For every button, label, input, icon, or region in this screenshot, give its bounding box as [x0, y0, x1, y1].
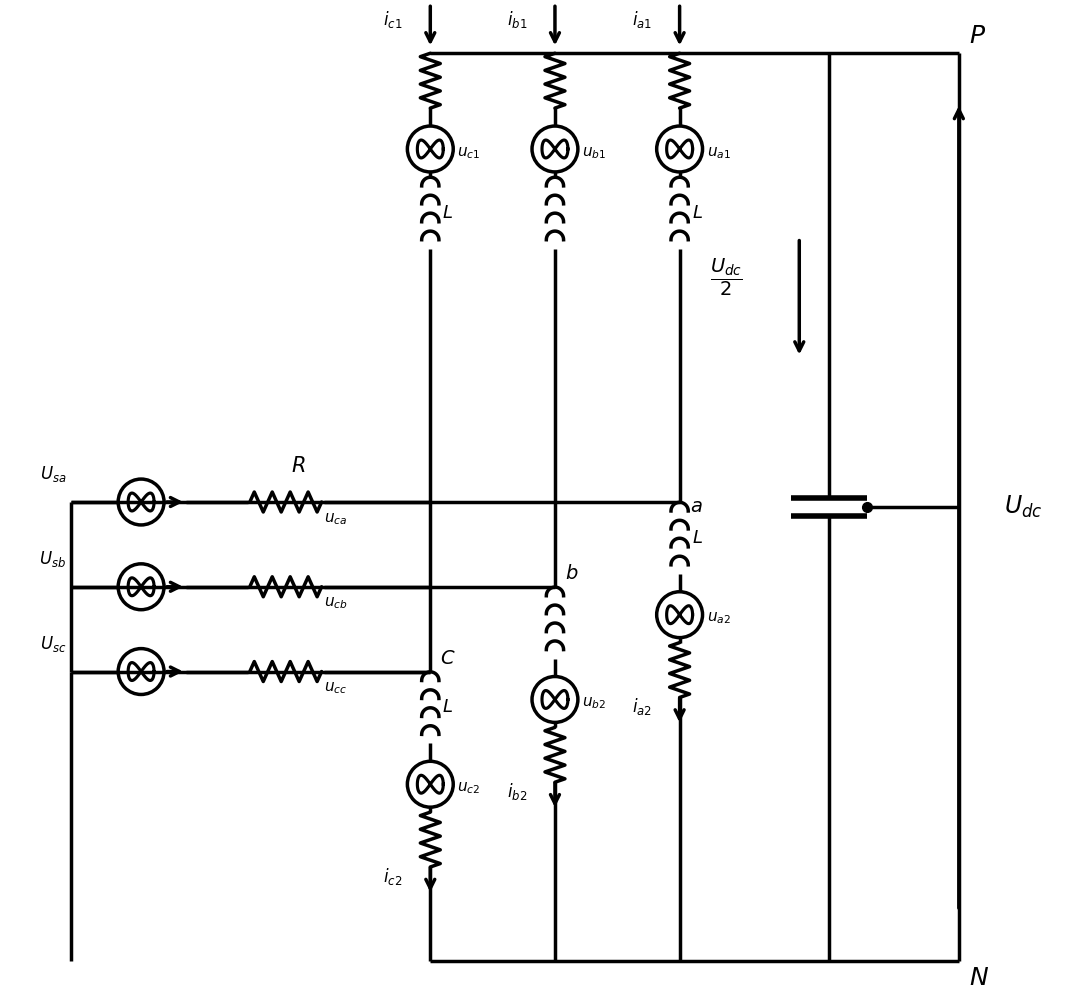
Text: $u_{a1}$: $u_{a1}$ — [707, 145, 730, 161]
Text: $\dfrac{U_{dc}}{2}$: $\dfrac{U_{dc}}{2}$ — [710, 257, 742, 298]
Text: $u_{a2}$: $u_{a2}$ — [707, 610, 730, 626]
Text: $R$: $R$ — [291, 456, 305, 476]
Text: $L$: $L$ — [691, 529, 702, 547]
Text: $C$: $C$ — [440, 649, 456, 668]
Text: $i_{c1}$: $i_{c1}$ — [382, 9, 402, 30]
Text: $i_{b2}$: $i_{b2}$ — [507, 781, 527, 803]
Text: $U_{dc}$: $U_{dc}$ — [1004, 493, 1043, 520]
Text: $L$: $L$ — [443, 699, 453, 716]
Text: $P$: $P$ — [969, 24, 985, 48]
Text: $U_{sc}$: $U_{sc}$ — [40, 633, 67, 654]
Text: $u_{b2}$: $u_{b2}$ — [582, 696, 606, 711]
Text: $u_{c1}$: $u_{c1}$ — [458, 145, 480, 161]
Text: $u_{cc}$: $u_{cc}$ — [324, 681, 347, 696]
Text: $L$: $L$ — [691, 203, 702, 222]
Text: $i_{a1}$: $i_{a1}$ — [631, 9, 652, 30]
Text: $i_{c2}$: $i_{c2}$ — [382, 866, 402, 887]
Text: $a$: $a$ — [689, 497, 702, 516]
Text: $L$: $L$ — [443, 203, 453, 222]
Text: $u_{ca}$: $u_{ca}$ — [324, 511, 347, 527]
Text: $i_{b1}$: $i_{b1}$ — [507, 9, 528, 30]
Text: $U_{sb}$: $U_{sb}$ — [39, 549, 67, 569]
Text: $u_{cb}$: $u_{cb}$ — [324, 596, 348, 611]
Text: $u_{b1}$: $u_{b1}$ — [582, 145, 606, 161]
Text: $b$: $b$ — [565, 564, 578, 583]
Text: $u_{c2}$: $u_{c2}$ — [458, 780, 480, 796]
Text: $U_{sa}$: $U_{sa}$ — [40, 464, 67, 484]
Text: $i_{a2}$: $i_{a2}$ — [632, 697, 652, 717]
Text: $N$: $N$ — [969, 966, 989, 990]
